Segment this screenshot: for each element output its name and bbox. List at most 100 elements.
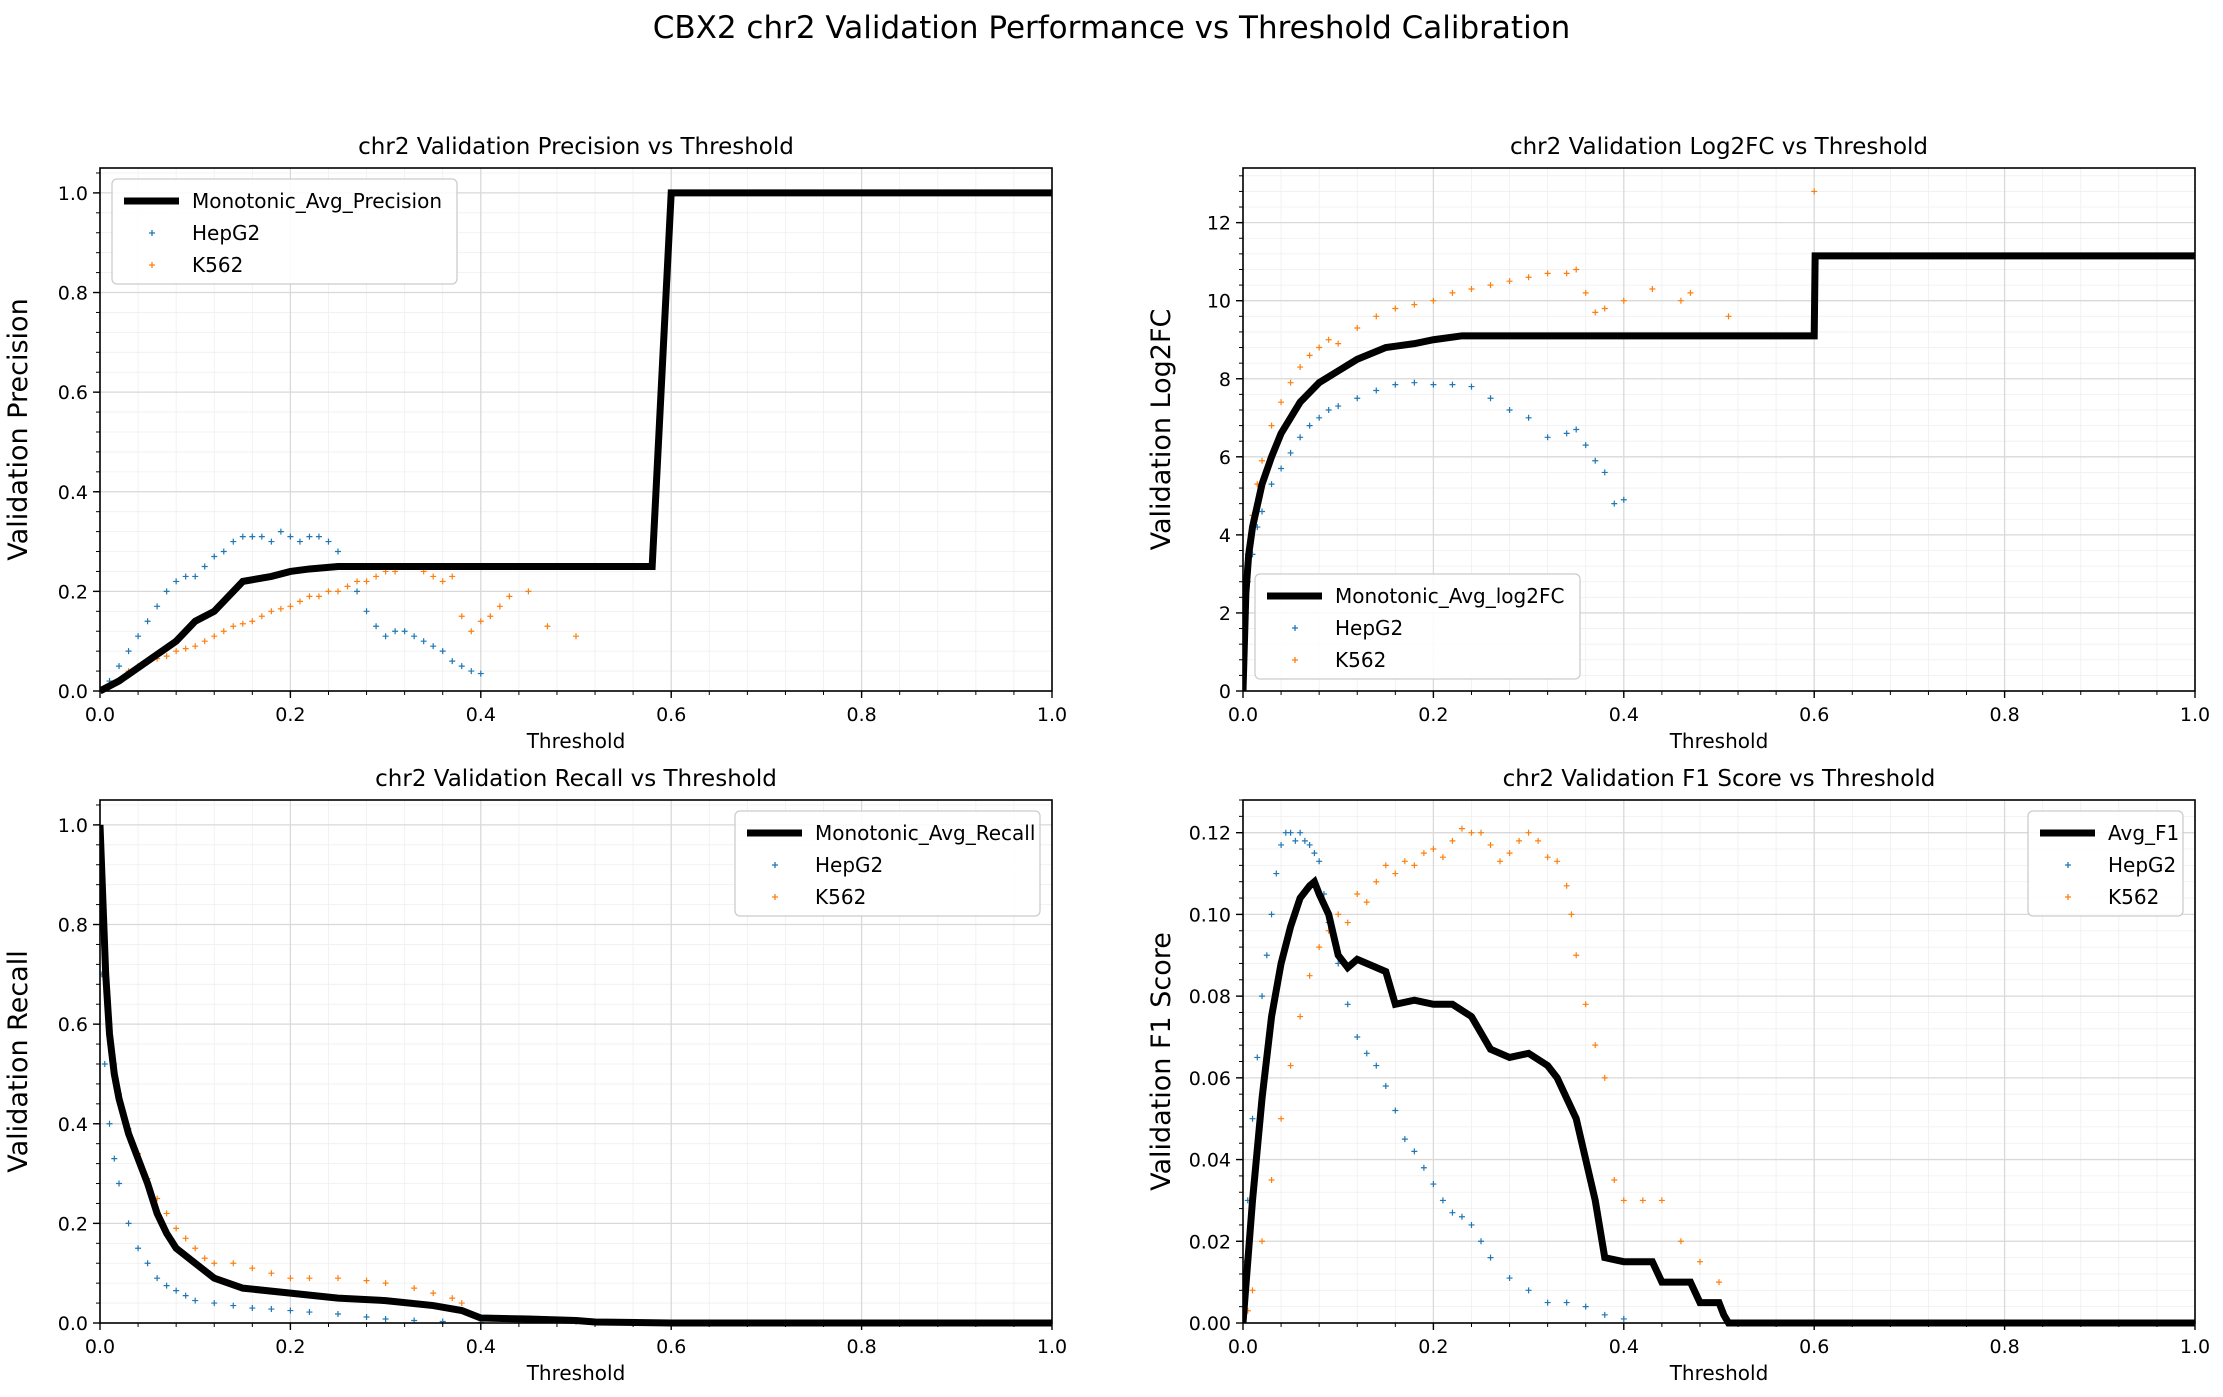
legend-label-k562: K562 [815,885,866,909]
data-point-k562 [1544,854,1551,861]
y-tick-label: 1.0 [58,183,88,205]
data-point-hepg2 [1449,381,1456,388]
x-tick-label: 0.6 [1799,704,1829,726]
data-point-hepg2 [211,553,218,560]
data-point-k562 [1725,313,1732,320]
data-point-k562 [1487,282,1494,289]
y-tick-label: 0 [1219,681,1231,703]
data-point-k562 [1620,297,1627,304]
data-point-k562 [258,613,265,620]
data-point-k562 [306,593,313,600]
data-point-hepg2 [1563,1299,1570,1306]
chart-panel-2: 0.0 0.2 0.4 0.6 0.8 1.0 0 2 4 6 8 10 12 chr2 Validati… [1146,134,2210,753]
data-point-hepg2 [1582,442,1589,449]
data-point-k562 [430,573,437,580]
data-point-k562 [1573,266,1580,273]
data-point-k562 [1249,1287,1256,1294]
data-point-hepg2 [1601,1311,1608,1318]
x-tick-label: 0.8 [846,1336,876,1358]
data-point-k562 [239,620,246,627]
data-point-k562 [1354,325,1361,332]
y-tick-label: 0.02 [1189,1231,1231,1253]
data-point-hepg2 [249,533,256,540]
data-point-hepg2 [335,1311,341,1318]
data-point-k562 [1259,1238,1266,1245]
data-point-k562 [1449,837,1456,844]
y-tick-label: 10 [1207,291,1231,313]
data-point-k562 [1716,1279,1722,1286]
data-point-hepg2 [163,588,170,595]
data-point-hepg2 [201,563,208,570]
x-tick-label: 0.0 [1228,1336,1258,1358]
data-point-hepg2 [125,1220,132,1227]
legend-label-hepg2: HepG2 [815,853,883,877]
data-point-hepg2 [1325,406,1332,413]
legend-label-k562: K562 [192,253,243,277]
data-point-hepg2 [1525,414,1532,421]
data-point-k562 [1268,1176,1275,1183]
data-point-hepg2 [277,528,284,535]
data-point-hepg2 [1278,465,1285,472]
legend-swatch-k562 [2065,894,2071,900]
y-tick-label: 0.0 [58,1313,88,1335]
data-point-hepg2 [1249,1115,1256,1122]
x-tick-label: 0.4 [1609,704,1639,726]
data-point-k562 [268,1270,275,1277]
data-point-hepg2 [1430,381,1437,388]
data-point-hepg2 [268,1306,275,1313]
y-tick-label: 0.12 [1189,823,1231,845]
data-point-k562 [1401,858,1408,865]
data-point-hepg2 [211,1300,218,1307]
data-point-hepg2 [1506,406,1513,413]
legend-swatch-k562 [772,894,778,900]
data-point-hepg2 [192,573,199,580]
data-point-hepg2 [430,643,437,650]
data-point-hepg2 [1620,496,1627,503]
data-point-k562 [182,645,189,652]
data-point-k562 [287,1275,294,1282]
data-point-k562 [1544,270,1551,277]
data-point-hepg2 [287,1307,294,1314]
legend-label-k562: K562 [1335,648,1386,672]
data-point-hepg2 [154,603,161,610]
data-point-hepg2 [135,633,142,640]
chart-title: chr2 Validation F1 Score vs Threshold [1503,766,1936,792]
data-point-hepg2 [230,1302,237,1309]
data-point-k562 [506,593,513,600]
data-point-k562 [249,618,256,625]
data-point-hepg2 [182,1292,189,1299]
data-point-hepg2 [1297,829,1304,836]
legend-label-monotonic-avg-recall: Monotonic_Avg_Recall [815,821,1035,845]
data-point-k562 [477,618,484,625]
data-point-k562 [382,1280,389,1287]
data-point-k562 [1325,336,1332,343]
data-point-k562 [192,1245,199,1252]
x-tick-label: 0.2 [275,1336,305,1358]
data-point-hepg2 [1344,1001,1351,1008]
data-point-hepg2 [1401,1136,1408,1143]
data-point-hepg2 [268,538,275,545]
data-point-hepg2 [1263,952,1270,959]
y-tick-label: 0.06 [1189,1068,1231,1090]
data-point-hepg2 [335,548,341,555]
data-point-k562 [458,1300,465,1307]
data-point-hepg2 [411,633,418,640]
data-point-hepg2 [1563,430,1570,437]
data-point-hepg2 [306,533,313,540]
data-point-k562 [211,1260,218,1267]
data-point-hepg2 [1468,383,1475,390]
data-point-hepg2 [1354,1033,1361,1040]
legend-label-monotonic-avg-log2fc: Monotonic_Avg_log2FC [1335,584,1564,608]
data-point-hepg2 [116,663,123,670]
y-tick-label: 1.0 [58,815,88,837]
x-tick-label: 1.0 [2180,704,2210,726]
data-point-hepg2 [1316,414,1323,421]
y-tick-label: 0.00 [1189,1313,1231,1335]
chart-panel-3: 0.0 0.2 0.4 0.6 0.8 1.0 0.0 0.2 0.4 0.6 0.8 1.0 chr2… [3,766,1067,1385]
x-tick-label: 0.8 [846,704,876,726]
x-axis-label: Threshold [526,1361,626,1385]
data-point-hepg2 [230,538,237,545]
data-point-k562 [411,1285,418,1292]
